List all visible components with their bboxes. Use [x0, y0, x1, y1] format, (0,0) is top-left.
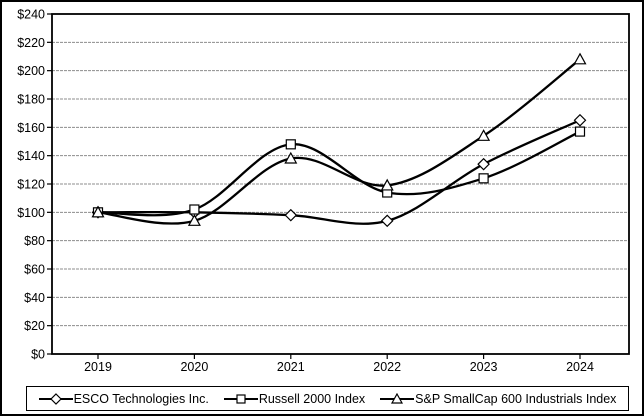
triangle-marker-icon	[380, 392, 415, 404]
data-point-marker	[189, 204, 200, 215]
y-axis-tick-label: $40	[24, 291, 45, 305]
x-axis-tick-label: 2021	[277, 360, 305, 374]
data-point-marker	[478, 173, 489, 184]
legend: ESCO Technologies Inc. Russell 2000 Inde…	[26, 386, 629, 411]
y-axis-tick-label: $20	[24, 319, 45, 333]
x-axis-tick-label: 2020	[180, 360, 208, 374]
series-line-2	[97, 58, 581, 225]
x-axis-labels: 2019 2020 2021 2022 2023 2024	[84, 360, 594, 374]
y-axis-labels: $0 $20 $40 $60 $80 $100 $120 $140 $160 $180 $200 $2…	[17, 8, 45, 362]
y-axis-tick-label: $120	[17, 178, 45, 192]
data-point-marker	[573, 113, 587, 127]
legend-item-russell-2000: Russell 2000 Index	[223, 391, 366, 406]
y-axis-tick-label: $80	[24, 234, 45, 248]
diamond-marker-icon	[38, 392, 73, 405]
data-point-marker	[380, 178, 394, 191]
y-axis-tick-label: $200	[17, 64, 45, 78]
data-point-marker	[573, 52, 587, 65]
legend-label: ESCO Technologies Inc.	[73, 391, 209, 406]
series-line-1	[97, 130, 581, 217]
data-point-marker	[391, 392, 404, 404]
y-axis-tick-label: $220	[17, 36, 45, 50]
data-point-marker	[236, 393, 246, 404]
y-axis-tick-label: $100	[17, 206, 45, 220]
y-axis-tick-label: $160	[17, 121, 45, 135]
stock-performance-line-chart: $0 $20 $40 $60 $80 $100 $120 $140 $160 $180 $200 $2…	[17, 8, 630, 374]
legend-label: Russell 2000 Index	[258, 391, 366, 406]
data-point-marker	[477, 157, 490, 171]
x-axis-tick-label: 2019	[84, 360, 112, 374]
data-point-marker	[187, 214, 201, 226]
legend-label: S&P SmallCap 600 Industrials Index	[415, 391, 617, 406]
y-axis-tick-label: $140	[17, 149, 45, 163]
data-point-marker	[574, 126, 586, 137]
square-marker-icon	[223, 393, 258, 404]
y-axis-tick-label: $0	[31, 348, 45, 362]
data-point-marker	[285, 139, 296, 150]
data-point-marker	[284, 151, 298, 164]
y-axis-tick-label: $60	[24, 263, 45, 277]
x-axis-tick-label: 2022	[373, 360, 401, 374]
y-axis-tick-label: $240	[17, 8, 45, 22]
data-point-marker	[284, 208, 298, 222]
data-point-marker	[91, 205, 105, 218]
data-point-marker	[380, 214, 394, 228]
y-axis-tick-label: $180	[17, 93, 45, 107]
gridlines	[52, 41, 629, 327]
data-point-marker	[477, 129, 491, 141]
x-axis-tick-label: 2024	[566, 360, 594, 374]
x-axis-tick-label: 2023	[470, 360, 498, 374]
series-lines	[91, 52, 587, 228]
data-point-marker	[49, 392, 62, 405]
axis-ticks	[47, 13, 581, 359]
legend-item-sp-smallcap-600-industrials: S&P SmallCap 600 Industrials Index	[380, 392, 616, 406]
legend-item-esco: ESCO Technologies Inc.	[38, 391, 209, 406]
